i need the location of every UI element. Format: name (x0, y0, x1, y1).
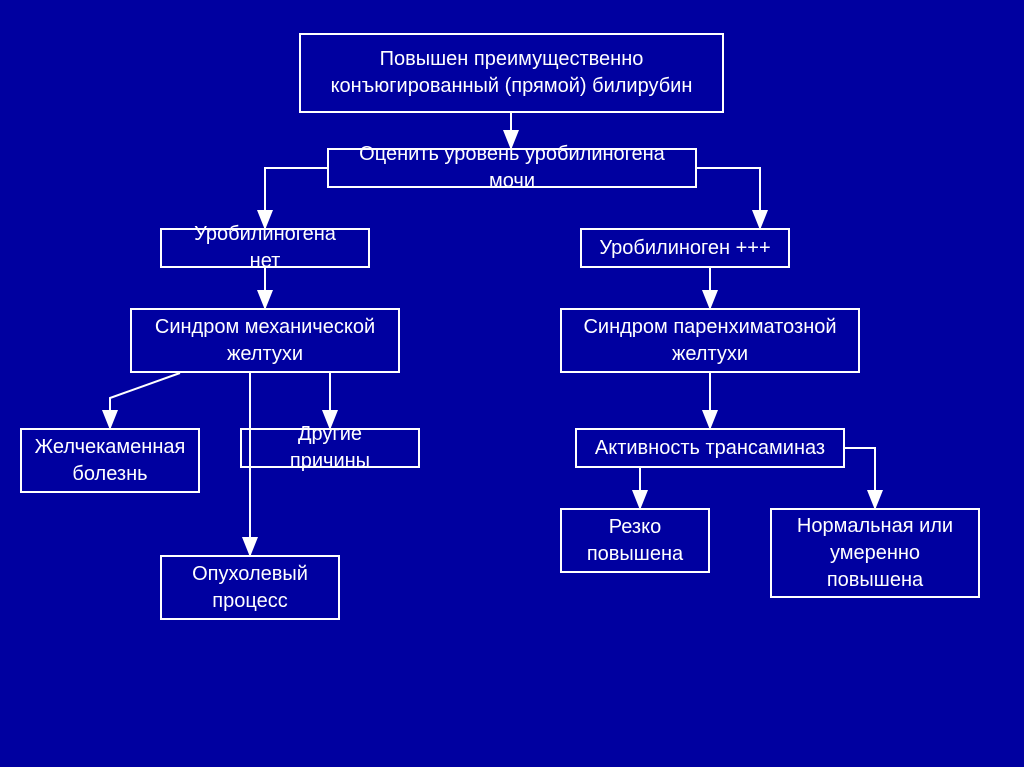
edge-mech-to-gallstone (110, 373, 180, 428)
flowchart-connectors (0, 0, 1024, 767)
node-sharp: Резко повышена (560, 508, 710, 573)
edge-transam-to-normal (845, 448, 875, 508)
node-uro_plus: Уробилиноген +++ (580, 228, 790, 268)
node-root: Повышен преимущественно конъюгированный … (299, 33, 724, 113)
node-other: Другие причины (240, 428, 420, 468)
node-normal: Нормальная или умеренно повышена (770, 508, 980, 598)
edge-assess-to-uro_none (265, 168, 327, 228)
node-uro_none: Уробилиногена нет (160, 228, 370, 268)
node-assess: Оценить уровень уробилиногена мочи (327, 148, 697, 188)
node-mech: Синдром механической желтухи (130, 308, 400, 373)
node-tumor: Опухолевый процесс (160, 555, 340, 620)
node-paren: Синдром паренхиматозной желтухи (560, 308, 860, 373)
node-gallstone: Желчекаменная болезнь (20, 428, 200, 493)
node-transam: Активность трансаминаз (575, 428, 845, 468)
edge-assess-to-uro_plus (697, 168, 760, 228)
